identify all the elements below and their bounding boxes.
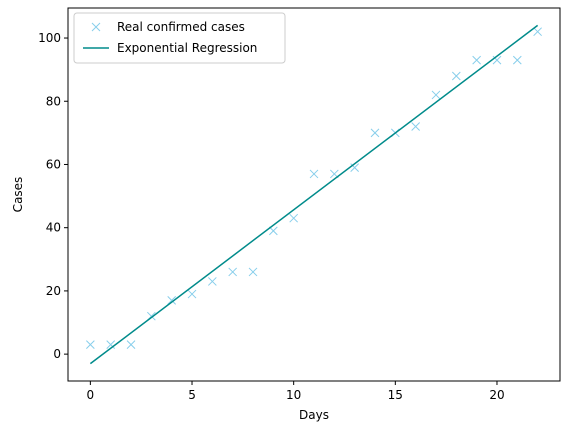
data-point-marker xyxy=(472,55,481,65)
y-tick-label: 80 xyxy=(46,94,61,108)
data-point-marker xyxy=(309,169,319,179)
data-point-marker xyxy=(370,128,380,138)
x-axis-label: Days xyxy=(299,408,329,422)
x-tick-label: 5 xyxy=(188,388,196,402)
y-tick-label: 0 xyxy=(53,347,61,361)
data-point-marker xyxy=(248,267,258,277)
data-point-marker xyxy=(411,122,421,131)
regression-line xyxy=(89,24,539,365)
data-point-marker xyxy=(350,163,360,172)
plot-frame xyxy=(67,7,561,382)
data-point-marker xyxy=(533,27,542,37)
y-tick-label: 20 xyxy=(46,284,61,298)
data-point-marker xyxy=(126,340,136,350)
y-axis-label: Cases xyxy=(11,177,25,213)
data-point-marker xyxy=(167,296,177,305)
data-point-marker xyxy=(207,277,217,286)
data-point-marker xyxy=(451,71,461,81)
legend-marker-swatch xyxy=(91,22,101,32)
y-tick-label: 100 xyxy=(38,31,61,45)
x-tick-label: 10 xyxy=(286,388,301,402)
legend-box xyxy=(73,12,286,64)
x-tick-label: 20 xyxy=(489,388,504,402)
series-layer xyxy=(86,24,542,365)
legend-entry-label: Real confirmed cases xyxy=(117,20,245,34)
legend: Real confirmed cases Exponential Regressi… xyxy=(73,12,286,64)
y-axis-ticks: 0 20 40 60 80 100 xyxy=(38,31,68,361)
data-point-marker xyxy=(86,340,95,350)
plot-area xyxy=(67,7,561,382)
legend-entry-label: Exponential Regression xyxy=(117,41,257,55)
x-tick-label: 0 xyxy=(87,388,95,402)
y-tick-label: 60 xyxy=(46,157,61,171)
data-point-marker xyxy=(228,267,238,277)
data-point-marker xyxy=(187,289,197,299)
x-axis-ticks: 0 5 10 15 20 xyxy=(87,381,505,402)
x-tick-label: 15 xyxy=(388,388,403,402)
data-point-marker xyxy=(431,90,441,100)
data-point-marker xyxy=(512,55,522,65)
data-point-marker xyxy=(289,213,299,223)
y-tick-label: 40 xyxy=(46,221,61,235)
data-point-marker xyxy=(106,340,116,350)
